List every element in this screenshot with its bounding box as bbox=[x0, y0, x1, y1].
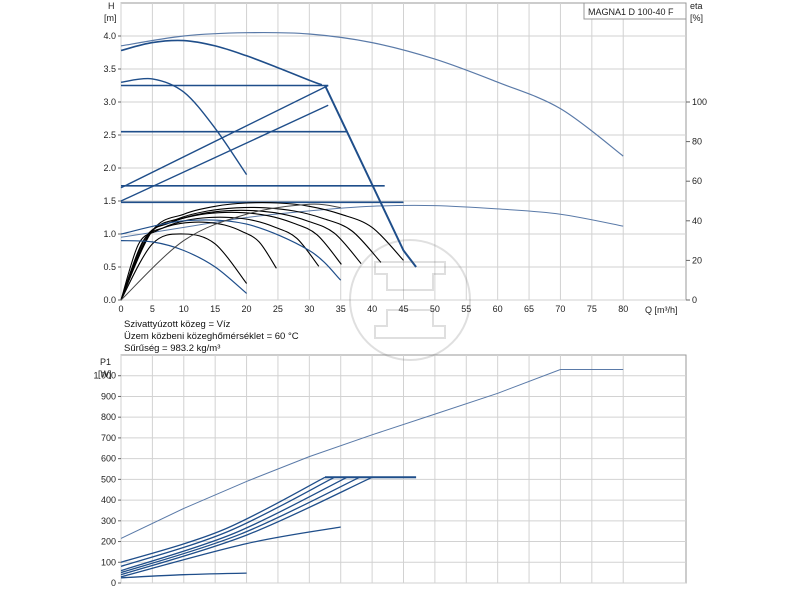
y-tick-label: 1.0 bbox=[103, 229, 116, 239]
x-tick-label: 30 bbox=[304, 304, 314, 314]
x-tick-label: 35 bbox=[336, 304, 346, 314]
x-tick-label: 50 bbox=[430, 304, 440, 314]
y-tick-label: 1.5 bbox=[103, 196, 116, 206]
series-efficiency bbox=[120, 204, 624, 238]
x-tick-label: 65 bbox=[524, 304, 534, 314]
series-autoadapt-curve bbox=[120, 206, 382, 301]
series-autoadapt-curve bbox=[120, 216, 320, 301]
series-autoadapt-curve bbox=[120, 233, 248, 301]
head-grid bbox=[120, 2, 687, 301]
x-tick-label: 15 bbox=[210, 304, 220, 314]
x-tick-label: 40 bbox=[367, 304, 377, 314]
y-axis-label-h: H bbox=[108, 1, 115, 11]
series-min-speed-curve bbox=[120, 240, 247, 294]
y-tick-label: 200 bbox=[101, 537, 116, 547]
series-limit-line bbox=[324, 85, 417, 268]
series-autoadapt-curve bbox=[120, 221, 277, 301]
series-power-curve bbox=[120, 476, 326, 563]
y-axis-unit-p1: [W] bbox=[98, 369, 112, 379]
y-tick-label: 400 bbox=[101, 495, 116, 505]
y2-axis-unit-eta: [%] bbox=[690, 13, 703, 23]
y-tick-label: 100 bbox=[101, 557, 116, 567]
x-tick-label: 20 bbox=[242, 304, 252, 314]
y-tick-label: 700 bbox=[101, 433, 116, 443]
series-power-curve bbox=[120, 476, 348, 572]
chart-title: MAGNA1 D 100-40 F bbox=[588, 7, 674, 17]
y-tick-label: 4.0 bbox=[103, 31, 116, 41]
series-speed-curve bbox=[120, 219, 342, 281]
y-tick-label: 500 bbox=[101, 474, 116, 484]
series-proportional-pressure-line bbox=[120, 84, 329, 189]
temperature-label: Üzem közbeni közeghőmérséklet = 60 °C bbox=[124, 331, 299, 342]
series-max-speed-head bbox=[120, 39, 323, 86]
watermark-logo bbox=[349, 239, 471, 361]
y2-axis-label-eta: eta bbox=[690, 1, 703, 11]
x-tick-label: 5 bbox=[150, 304, 155, 314]
series-autoadapt-curve bbox=[120, 209, 362, 301]
y-tick-label: 1 000 bbox=[93, 371, 116, 381]
x-tick-label: 45 bbox=[398, 304, 408, 314]
density-label: Sűrűség = 983.2 kg/m³ bbox=[124, 343, 220, 354]
x-tick-label: 25 bbox=[273, 304, 283, 314]
y2-tick-label: 100 bbox=[692, 97, 707, 107]
series-twin-max-head bbox=[120, 31, 624, 157]
y2-tick-label: 40 bbox=[692, 216, 702, 226]
y-axis-unit-h: [m] bbox=[104, 13, 117, 23]
series-proportional-pressure-line bbox=[120, 104, 329, 202]
y-axis-label-p1: P1 bbox=[100, 357, 111, 367]
x-tick-label: 10 bbox=[179, 304, 189, 314]
series-autoadapt-curve bbox=[120, 202, 404, 301]
y-tick-label: 900 bbox=[101, 391, 116, 401]
x-tick-label: 60 bbox=[493, 304, 503, 314]
y-tick-label: 2.5 bbox=[103, 130, 116, 140]
power-ticks: 0 100 200 300 400 500 600 700 800 900 1 000 bbox=[93, 371, 121, 588]
y2-tick-label: 0 bbox=[692, 295, 697, 305]
series-power-min bbox=[120, 572, 247, 579]
y-tick-label: 2.0 bbox=[103, 163, 116, 173]
x-axis-label-q: Q [m³/h] bbox=[645, 305, 678, 315]
title-box bbox=[583, 2, 687, 20]
y-tick-label: 600 bbox=[101, 454, 116, 464]
y-tick-label: 800 bbox=[101, 412, 116, 422]
series-speed-curve bbox=[120, 77, 248, 175]
x-tick-label: 80 bbox=[618, 304, 628, 314]
y-tick-label: 3.5 bbox=[103, 64, 116, 74]
y2-tick-label: 20 bbox=[692, 255, 702, 265]
series-twin-power bbox=[120, 369, 624, 539]
head-ticks: 0 5 10 15 20 25 30 35 40 45 50 55 60 65 70 75 80 0.0 0.5 1.… bbox=[103, 31, 707, 314]
x-tick-label: 55 bbox=[461, 304, 471, 314]
y-tick-label: 0.0 bbox=[103, 295, 116, 305]
x-tick-label: 70 bbox=[555, 304, 565, 314]
y-tick-label: 0 bbox=[111, 578, 116, 588]
series-power-curve bbox=[120, 526, 341, 578]
y-tick-label: 3.0 bbox=[103, 97, 116, 107]
power-series bbox=[120, 369, 624, 579]
x-tick-label: 75 bbox=[587, 304, 597, 314]
y-tick-label: 300 bbox=[101, 516, 116, 526]
series-autoadapt-curve bbox=[120, 211, 342, 301]
head-series bbox=[120, 31, 624, 301]
series-power-curve bbox=[120, 476, 373, 576]
series-efficiency-curve bbox=[120, 203, 341, 301]
y2-tick-label: 80 bbox=[692, 137, 702, 147]
y-tick-label: 0.5 bbox=[103, 262, 116, 272]
x-tick-label: 0 bbox=[118, 304, 123, 314]
medium-label: Szivattyúzott közeg = Víz bbox=[124, 319, 231, 330]
series-power-curve bbox=[120, 476, 360, 574]
series-power-curve bbox=[120, 476, 335, 568]
y2-tick-label: 60 bbox=[692, 176, 702, 186]
